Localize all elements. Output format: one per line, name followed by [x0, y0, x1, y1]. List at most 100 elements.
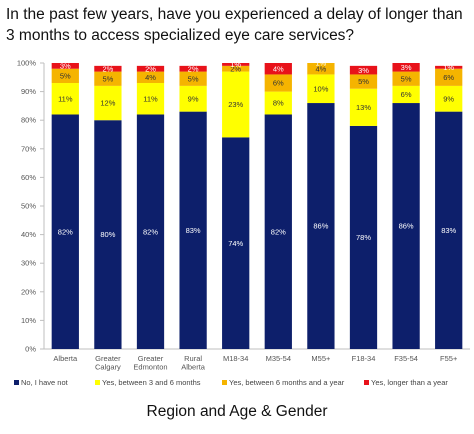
legend-label: Yes, longer than a year — [371, 378, 448, 387]
x-tick-label: Alberta — [53, 354, 78, 363]
x-tick-label: Greater — [95, 354, 121, 363]
data-label: 11% — [58, 94, 73, 103]
bar-segment — [222, 71, 250, 138]
y-tick-label: 100% — [17, 59, 37, 68]
bar-segment — [349, 65, 378, 75]
y-tick-label: 0% — [25, 345, 36, 354]
bar-segment — [94, 71, 122, 86]
y-tick-label: 20% — [21, 287, 36, 296]
data-label: 4% — [145, 73, 156, 82]
data-label: 23% — [228, 100, 243, 109]
x-tick-label: Edmonton — [133, 363, 167, 372]
data-label: 3% — [60, 61, 71, 70]
bar-segment — [136, 71, 165, 84]
data-label: 9% — [188, 94, 199, 103]
legend-label: Yes, between 6 months and a year — [229, 378, 345, 387]
data-label: 5% — [60, 71, 71, 80]
chart-subtitle: Region and Age & Gender — [146, 403, 328, 420]
bar-segment — [435, 65, 463, 69]
data-label: 6% — [273, 79, 284, 88]
x-tick-label: Alberta — [181, 363, 206, 372]
data-label: 86% — [313, 222, 328, 231]
data-label: 5% — [358, 77, 369, 86]
legend-swatch — [14, 380, 19, 385]
x-tick-label: Calgary — [95, 363, 121, 372]
data-label: 9% — [443, 94, 454, 103]
bar-segment — [94, 65, 122, 72]
data-label: 2% — [230, 64, 241, 73]
data-label: 1% — [230, 60, 241, 69]
bar-segment — [264, 91, 292, 115]
data-label: 83% — [441, 226, 456, 235]
y-tick-label: 30% — [21, 259, 36, 268]
y-tick-label: 90% — [21, 87, 36, 96]
data-label: 6% — [443, 73, 454, 82]
data-label: 4% — [273, 64, 284, 73]
data-label: 86% — [399, 222, 414, 231]
bar-segment — [435, 68, 463, 86]
y-tick-label: 80% — [21, 116, 36, 125]
data-label: 82% — [271, 227, 286, 236]
data-label: 8% — [273, 99, 284, 108]
x-tick-label: M55+ — [311, 354, 331, 363]
bar-segment — [264, 63, 292, 75]
data-label: 1% — [315, 59, 326, 68]
data-label: 3% — [401, 63, 412, 72]
bar-segment — [349, 74, 378, 89]
bar-segment — [435, 85, 463, 112]
y-tick-label: 40% — [21, 230, 36, 239]
y-tick-label: 50% — [21, 202, 36, 211]
legend-label: No, I have not — [21, 378, 69, 387]
data-label: 12% — [100, 99, 115, 108]
bar-segment — [179, 85, 207, 112]
bar-segment — [349, 88, 378, 126]
x-tick-label: F35-54 — [394, 354, 418, 363]
bar-segment — [179, 71, 207, 86]
bar-segment — [392, 71, 420, 86]
data-label: 78% — [356, 233, 371, 242]
data-label: 80% — [100, 230, 115, 239]
x-tick-label: M35-54 — [266, 354, 291, 363]
bar-segment — [307, 63, 335, 75]
bar-segment — [179, 65, 207, 72]
data-label: 13% — [356, 103, 371, 112]
bar-segment — [94, 120, 122, 349]
data-label: 6% — [401, 90, 412, 99]
bar-segment — [222, 137, 250, 349]
x-tick-label: F18-34 — [352, 354, 376, 363]
legend-label: Yes, between 3 and 6 months — [102, 378, 201, 387]
data-label: 74% — [228, 239, 243, 248]
data-label: 3% — [358, 66, 369, 75]
data-label: 11% — [143, 94, 158, 103]
data-label: 2% — [102, 64, 113, 73]
chart-title: In the past few years, have you experien… — [6, 6, 463, 44]
x-tick-label: F55+ — [440, 354, 458, 363]
y-tick-label: 60% — [21, 173, 36, 182]
data-label: 10% — [313, 84, 328, 93]
data-label: 1% — [443, 63, 454, 72]
y-tick-label: 10% — [21, 316, 36, 325]
bar-segment — [51, 68, 79, 84]
data-label: 5% — [188, 74, 199, 83]
bar-segment — [136, 83, 165, 115]
data-label: 2% — [188, 64, 199, 73]
bar-segment — [435, 111, 463, 350]
data-label: 5% — [401, 74, 412, 83]
bar-segment — [307, 74, 335, 104]
legend-swatch — [222, 380, 227, 385]
bar-segment — [392, 85, 420, 104]
bar-segment — [307, 103, 335, 349]
data-label: 83% — [186, 226, 201, 235]
bar-segment — [136, 65, 165, 72]
bar-segment — [222, 63, 250, 66]
x-tick-label: Greater — [138, 354, 164, 363]
x-tick-label: Rural — [184, 354, 202, 363]
data-label: 2% — [145, 64, 156, 73]
legend-swatch — [95, 380, 100, 385]
bar-segment — [264, 74, 292, 92]
bar-segment — [51, 114, 79, 349]
x-tick-label: M18-34 — [223, 354, 248, 363]
stacked-bar-chart: 0% 10% 20% 30% 40% 50% 60% 70% 80% 90% 100% 82% 11% 5… — [14, 59, 470, 387]
bar-segment — [51, 83, 79, 115]
bar-segment — [51, 63, 79, 69]
